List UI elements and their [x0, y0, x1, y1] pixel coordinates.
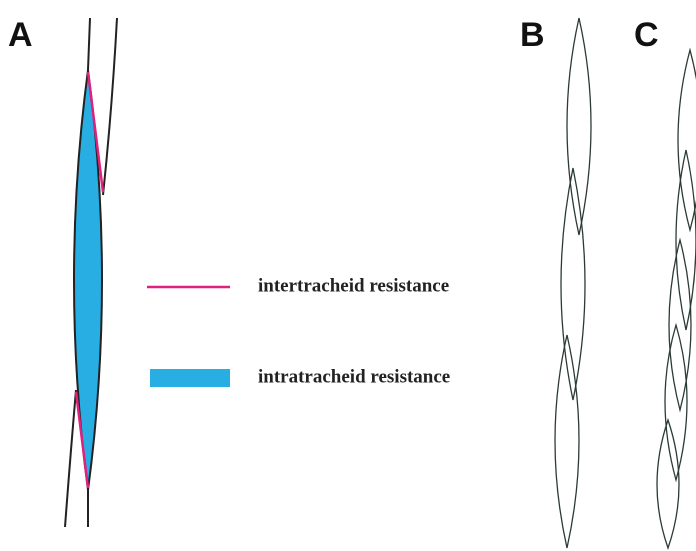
tracheid [560, 167, 586, 401]
panel-b [554, 17, 592, 549]
tracheid [656, 417, 680, 550]
tracheid [554, 334, 580, 549]
legend-swatch [150, 369, 230, 387]
legend: intertracheid resistance intratracheid r… [147, 275, 450, 387]
wall [102, 17, 118, 196]
tracheid [73, 69, 103, 491]
tracheid [566, 17, 592, 236]
pit-line [86, 71, 105, 193]
tracheid [675, 149, 696, 331]
pit-line [74, 391, 90, 489]
tracheid [664, 322, 688, 483]
tracheid [668, 237, 692, 413]
legend-label: intertracheid resistance [258, 275, 449, 296]
wall [64, 389, 77, 528]
panel-label: B [520, 16, 545, 54]
panel-label: A [8, 16, 33, 54]
tracheid [677, 47, 696, 233]
legend-label: intratracheid resistance [258, 366, 450, 387]
panel-a [64, 17, 118, 528]
panel-c [656, 47, 696, 550]
panel-label: C [634, 16, 659, 54]
wall [87, 17, 91, 71]
